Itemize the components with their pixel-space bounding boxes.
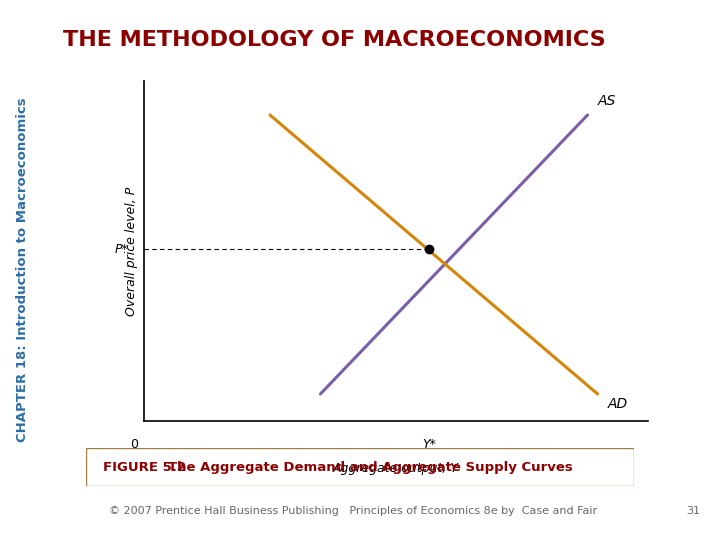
Text: FIGURE 5.2: FIGURE 5.2 <box>103 461 186 474</box>
Text: AD: AD <box>608 397 628 411</box>
Text: © 2007 Prentice Hall Business Publishing   Principles of Economics 8e by  Case a: © 2007 Prentice Hall Business Publishing… <box>109 506 597 516</box>
Text: Y*: Y* <box>422 438 436 451</box>
Y-axis label: Overall price level, P: Overall price level, P <box>125 186 138 316</box>
Text: The Aggregate Demand and Aggregate Supply Curves: The Aggregate Demand and Aggregate Suppl… <box>168 461 573 474</box>
Text: Aggregate output, Y: Aggregate output, Y <box>333 462 459 475</box>
Text: P*: P* <box>115 243 129 256</box>
Text: 0: 0 <box>130 438 138 451</box>
Text: AS: AS <box>598 94 616 108</box>
Text: THE METHODOLOGY OF MACROECONOMICS: THE METHODOLOGY OF MACROECONOMICS <box>63 30 606 51</box>
Text: 31: 31 <box>686 506 700 516</box>
Text: CHAPTER 18: Introduction to Macroeconomics: CHAPTER 18: Introduction to Macroeconomi… <box>16 98 30 442</box>
